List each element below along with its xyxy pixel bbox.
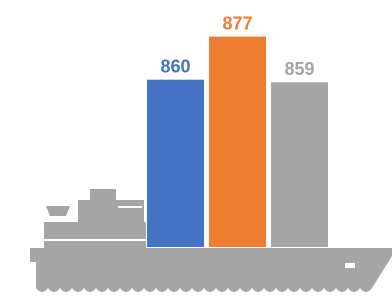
chart: 860 877 859 <box>0 0 392 299</box>
ship-hull <box>30 248 392 292</box>
bar <box>271 82 328 247</box>
ship-funnel <box>90 189 116 200</box>
ship-deckhouse <box>44 222 146 248</box>
bar <box>147 80 204 247</box>
bar <box>209 37 266 247</box>
value-label: 859 <box>284 59 314 79</box>
hull-notch <box>345 263 355 268</box>
value-label: 860 <box>160 56 190 76</box>
value-label: 877 <box>222 13 252 33</box>
ship-bridge <box>78 200 144 222</box>
ship-crane <box>46 206 70 216</box>
